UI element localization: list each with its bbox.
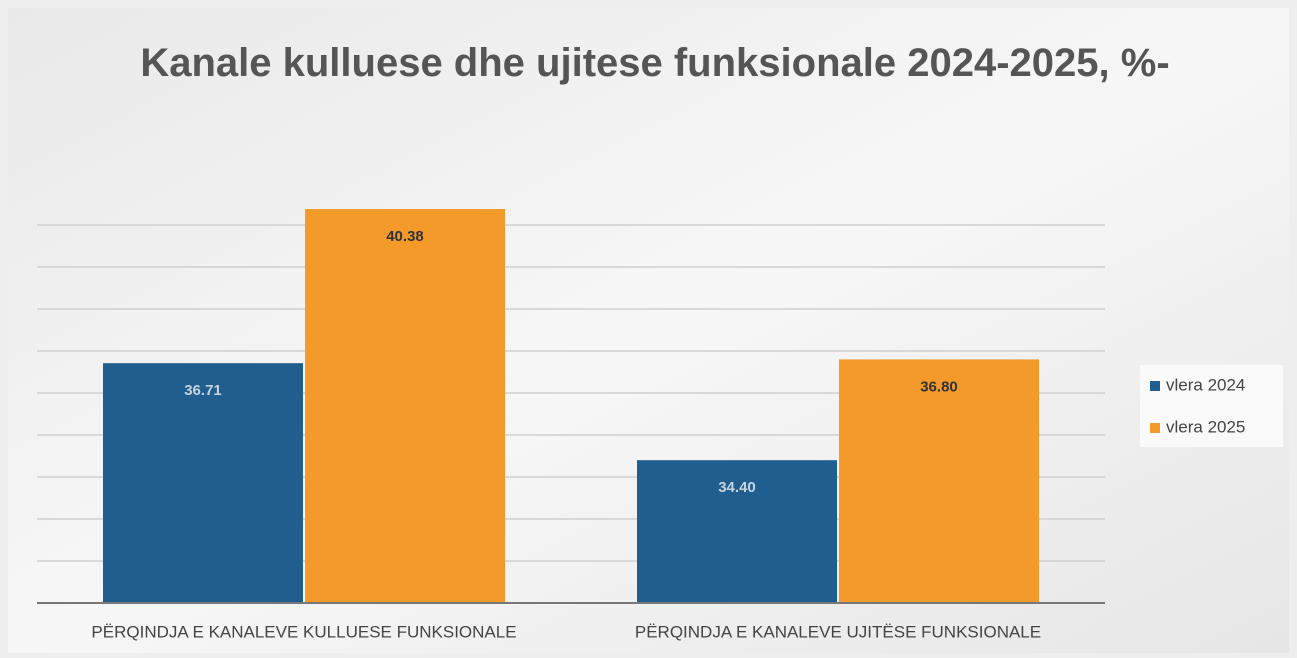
legend-label: vlera 2024 bbox=[1166, 375, 1245, 394]
legend-swatch bbox=[1150, 423, 1160, 433]
data-label: 36.71 bbox=[184, 382, 222, 399]
bar bbox=[305, 209, 505, 604]
chart-title: Kanale kulluese dhe ujitese funksionale … bbox=[140, 41, 1169, 85]
legend-box bbox=[1140, 365, 1283, 447]
x-tick-label: PËRQINDJA E KANALEVE KULLUESE FUNKSIONAL… bbox=[91, 622, 516, 641]
data-label: 34.40 bbox=[718, 479, 756, 496]
legend-label: vlera 2025 bbox=[1166, 417, 1245, 436]
data-label: 36.80 bbox=[920, 378, 958, 395]
x-tick-label: PËRQINDJA E KANALEVE UJITËSE FUNKSIONALE bbox=[635, 622, 1041, 641]
bar bbox=[839, 359, 1039, 603]
bar bbox=[637, 460, 837, 603]
bar bbox=[103, 363, 303, 603]
data-label: 40.38 bbox=[386, 228, 424, 245]
legend-swatch bbox=[1150, 381, 1160, 391]
